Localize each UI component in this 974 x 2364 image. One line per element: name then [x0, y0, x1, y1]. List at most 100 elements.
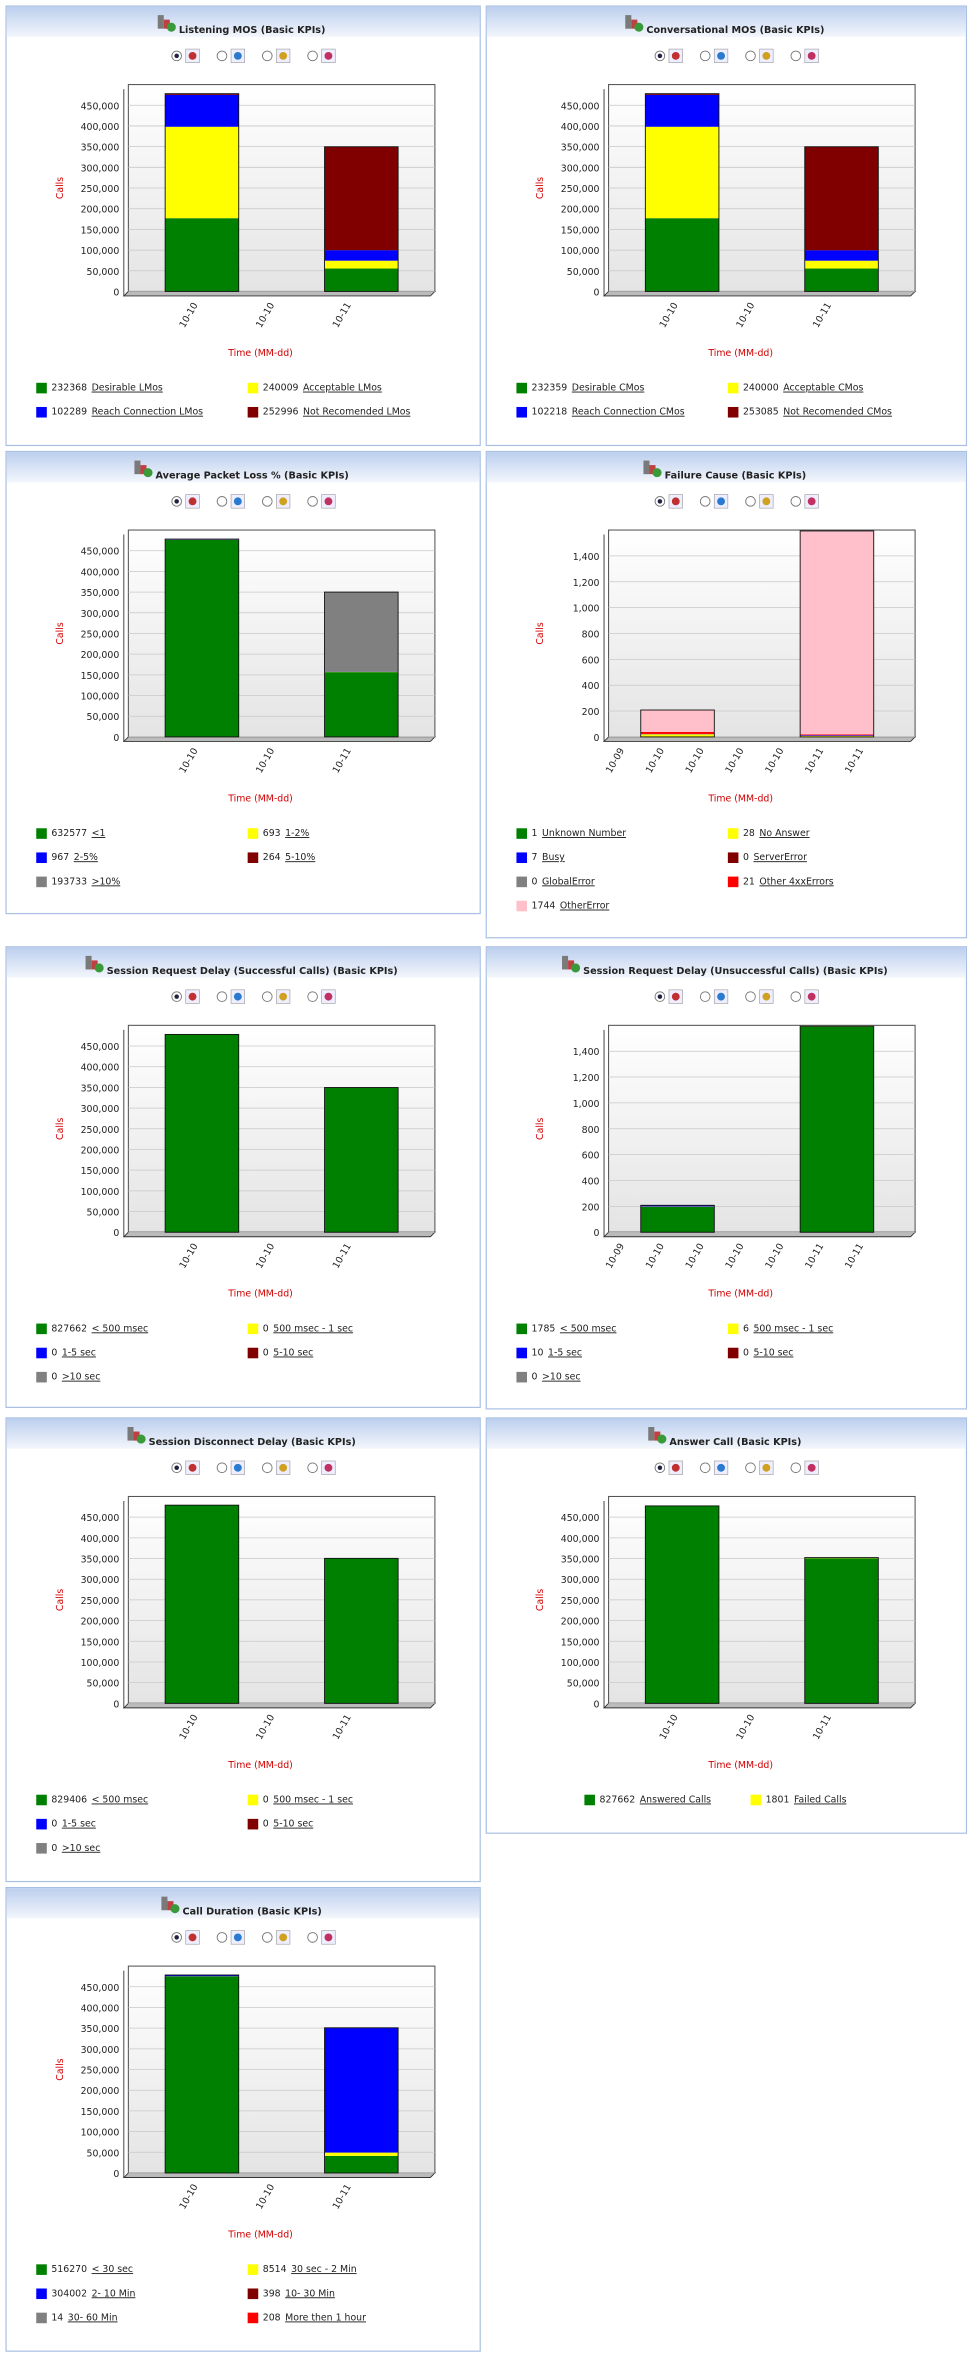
chart-type-icon — [233, 497, 242, 506]
legend-link[interactable]: Not Recomended CMos — [783, 407, 892, 418]
legend-link[interactable]: Reach Connection CMos — [572, 407, 685, 418]
legend-link[interactable]: 2-5% — [74, 852, 98, 863]
chart-type-radio[interactable] — [790, 1462, 802, 1474]
legend-link[interactable]: < 500 msec — [560, 1323, 617, 1334]
legend-link[interactable]: Failed Calls — [794, 1794, 847, 1805]
y-tick-label: 250,000 — [561, 184, 600, 195]
legend-link[interactable]: No Answer — [759, 828, 809, 839]
y-tick-label: 0 — [113, 733, 119, 744]
bar-segment — [640, 734, 715, 737]
legend-link[interactable]: More then 1 hour — [285, 2312, 366, 2323]
radio-dot — [174, 53, 179, 59]
legend-link[interactable]: 5-10% — [285, 852, 315, 863]
y-tick-label: 50,000 — [567, 267, 600, 278]
chart-type-radio[interactable] — [262, 1932, 273, 1943]
legend-link[interactable]: Reach Connection LMos — [92, 407, 204, 418]
chart-type-radio[interactable] — [745, 1462, 756, 1474]
y-tick-label: 150,000 — [81, 671, 120, 682]
legend-link[interactable]: ServerError — [753, 852, 807, 863]
y-tick-label: 100,000 — [81, 2128, 120, 2139]
legend-link[interactable]: 10- 30 Min — [285, 2288, 335, 2299]
legend-link[interactable]: Other 4xxErrors — [759, 876, 833, 887]
chart-type-radio[interactable] — [790, 496, 802, 507]
legend-link[interactable]: <1 — [92, 828, 106, 839]
legend-link[interactable]: Answered Calls — [640, 1794, 711, 1805]
legend-swatch — [247, 828, 259, 839]
chart-type-radio[interactable] — [745, 496, 756, 507]
chart-type-radio[interactable] — [216, 496, 228, 507]
chart-type-radio[interactable] — [216, 1932, 228, 1943]
legend-link[interactable]: 30 sec - 2 Min — [291, 2264, 357, 2275]
y-tick-label: 200,000 — [81, 205, 120, 216]
chart-type-radio[interactable] — [699, 496, 711, 507]
legend-link[interactable]: 2- 10 Min — [92, 2288, 136, 2299]
y-axis-label: Calls — [55, 1589, 66, 1611]
legend-link[interactable]: Unknown Number — [542, 828, 626, 839]
chart-type-radio[interactable] — [262, 496, 273, 507]
legend-link[interactable]: 1-5 sec — [548, 1348, 582, 1359]
chart-type-radio[interactable] — [307, 991, 318, 1002]
legend-link[interactable]: >10 sec — [62, 1843, 101, 1854]
legend-link[interactable]: Acceptable CMos — [783, 383, 863, 394]
bar-outline — [164, 93, 240, 292]
chart-type-radio[interactable] — [307, 50, 318, 62]
bar-segment — [640, 710, 715, 732]
chart-type-radio[interactable] — [745, 50, 756, 62]
legend-link[interactable]: Desirable CMos — [572, 383, 645, 394]
legend-link[interactable]: >10 sec — [62, 1372, 101, 1383]
legend-link[interactable]: 30- 60 Min — [68, 2312, 118, 2323]
chart-type-radio[interactable] — [216, 50, 228, 62]
title-icon — [634, 22, 644, 32]
chart-type-radio[interactable] — [262, 991, 273, 1002]
legend-link[interactable]: OtherError — [560, 901, 610, 912]
chart-type-icon — [279, 51, 288, 60]
legend-link[interactable]: Desirable LMos — [92, 383, 163, 394]
chart-type-radio[interactable] — [699, 1462, 711, 1474]
chart-title: Answer Call (Basic KPIs) — [669, 1437, 801, 1448]
chart-type-radio[interactable] — [216, 1462, 228, 1474]
chart-type-radio[interactable] — [307, 496, 318, 507]
legend-link[interactable]: 1-5 sec — [62, 1819, 96, 1830]
bar-outline — [799, 1025, 875, 1233]
legend-link[interactable]: < 500 msec — [92, 1794, 149, 1805]
legend-link[interactable]: Busy — [542, 852, 565, 863]
chart-type-radio[interactable] — [307, 1932, 318, 1943]
legend-link[interactable]: Acceptable LMos — [303, 383, 382, 394]
legend-link[interactable]: < 500 msec — [92, 1323, 149, 1334]
chart-type-radio[interactable] — [699, 991, 711, 1002]
y-tick-label: 50,000 — [87, 1679, 120, 1690]
title-icon — [94, 963, 104, 973]
legend-link[interactable]: GlobalError — [542, 876, 595, 887]
legend-link[interactable]: < 30 sec — [92, 2264, 133, 2275]
bar-segment — [645, 1505, 719, 1704]
legend-link[interactable]: 500 msec - 1 sec — [753, 1323, 833, 1334]
chart-type-radio[interactable] — [790, 50, 802, 62]
bar-segment — [165, 93, 239, 95]
legend-link[interactable]: 5-10 sec — [273, 1348, 313, 1359]
chart-type-radio[interactable] — [699, 50, 711, 62]
chart-type-radio[interactable] — [790, 991, 802, 1002]
chart-type-icon — [188, 1463, 197, 1472]
legend-link[interactable]: 500 msec - 1 sec — [273, 1323, 353, 1334]
legend-link[interactable]: 1-2% — [285, 828, 309, 839]
legend-link[interactable]: Not Recomended LMos — [303, 407, 411, 418]
chart-type-radio[interactable] — [745, 991, 756, 1002]
legend-link[interactable]: >10 sec — [542, 1372, 581, 1383]
legend-link[interactable]: 5-10 sec — [273, 1819, 313, 1830]
legend-value: 193733 — [51, 876, 87, 887]
chart-type-radio[interactable] — [262, 50, 273, 62]
chart-panel: Failure Cause (Basic KPIs) 0 200 400 600 800 1… — [485, 450, 968, 939]
chart-panel: Average Packet Loss % (Basic KPIs) 0 50,00… — [5, 450, 481, 915]
legend-link[interactable]: 5-10 sec — [753, 1348, 793, 1359]
radio-dot — [174, 499, 179, 504]
legend-link[interactable]: 1-5 sec — [62, 1348, 96, 1359]
bar-segment — [165, 126, 239, 219]
bar-segment — [165, 539, 239, 737]
chart-type-radio[interactable] — [262, 1462, 273, 1474]
chart-type-radio[interactable] — [307, 1462, 318, 1474]
legend-swatch — [247, 2312, 259, 2324]
chart-type-radio[interactable] — [216, 991, 228, 1002]
legend-link[interactable]: >10% — [92, 876, 121, 887]
legend-link[interactable]: 500 msec - 1 sec — [273, 1794, 353, 1805]
y-tick-label: 800 — [582, 1125, 600, 1136]
